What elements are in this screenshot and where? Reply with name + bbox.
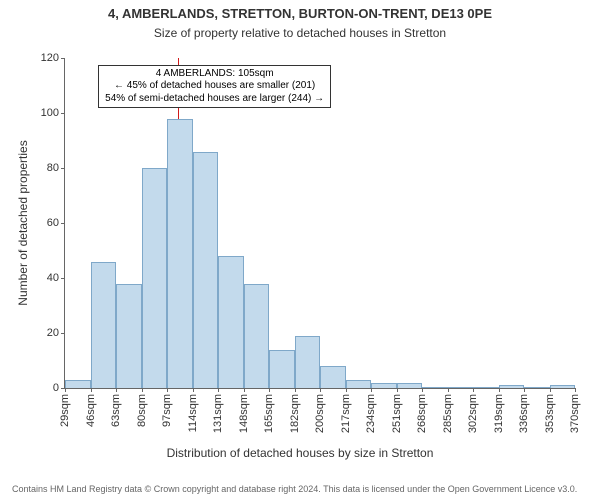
plot-area: 4 AMBERLANDS: 105sqm ← 45% of detached h…: [64, 58, 575, 389]
x-tick-label: 46sqm: [85, 388, 97, 427]
x-axis-label: Distribution of detached houses by size …: [0, 446, 600, 460]
x-tick-label: 80sqm: [136, 388, 148, 427]
histogram-bar: [371, 383, 397, 389]
histogram-bar: [193, 152, 219, 389]
x-tick-label: 200sqm: [314, 388, 326, 433]
x-tick-label: 165sqm: [263, 388, 275, 433]
chart-title-line1: 4, AMBERLANDS, STRETTON, BURTON-ON-TRENT…: [0, 6, 600, 21]
info-box-line: 54% of semi-detached houses are larger (…: [105, 93, 324, 106]
histogram-bar: [473, 387, 499, 388]
x-tick-label: 370sqm: [569, 388, 581, 433]
x-tick-label: 285sqm: [442, 388, 454, 433]
histogram-bar: [142, 168, 168, 388]
y-tick-mark: [61, 113, 65, 114]
chart-title-line2: Size of property relative to detached ho…: [0, 26, 600, 40]
histogram-bar: [167, 119, 193, 389]
histogram-bar: [244, 284, 270, 389]
y-tick-mark: [61, 168, 65, 169]
x-tick-label: 268sqm: [416, 388, 428, 433]
x-tick-label: 114sqm: [187, 388, 199, 432]
x-tick-label: 131sqm: [212, 388, 224, 433]
x-tick-label: 336sqm: [518, 388, 530, 433]
x-tick-label: 319sqm: [493, 388, 505, 433]
histogram-bar: [116, 284, 142, 389]
y-axis-label: Number of detached properties: [16, 58, 30, 388]
histogram-bar: [65, 380, 91, 388]
histogram-bar: [524, 387, 550, 388]
y-tick-mark: [61, 223, 65, 224]
histogram-bar: [499, 385, 525, 388]
info-box-line: ← 45% of detached houses are smaller (20…: [105, 80, 324, 93]
x-tick-label: 217sqm: [340, 388, 352, 433]
histogram-bar: [295, 336, 321, 388]
x-tick-label: 63sqm: [110, 388, 122, 427]
y-tick-mark: [61, 333, 65, 334]
histogram-bar: [550, 385, 576, 388]
histogram-bar: [91, 262, 117, 389]
x-tick-label: 148sqm: [238, 388, 250, 433]
x-tick-label: 182sqm: [289, 388, 301, 433]
histogram-bar: [448, 387, 474, 388]
histogram-bar: [397, 383, 423, 389]
info-box: 4 AMBERLANDS: 105sqm ← 45% of detached h…: [98, 65, 331, 109]
x-tick-label: 29sqm: [59, 388, 71, 427]
footer-text: Contains HM Land Registry data © Crown c…: [12, 484, 588, 494]
histogram-bar: [320, 366, 346, 388]
chart-container: 4, AMBERLANDS, STRETTON, BURTON-ON-TRENT…: [0, 0, 600, 500]
histogram-bar: [269, 350, 295, 389]
x-tick-label: 353sqm: [544, 388, 556, 433]
x-tick-label: 251sqm: [391, 388, 403, 433]
histogram-bar: [346, 380, 372, 388]
x-tick-label: 234sqm: [365, 388, 377, 433]
x-tick-label: 302sqm: [467, 388, 479, 433]
info-box-line: 4 AMBERLANDS: 105sqm: [105, 68, 324, 81]
y-tick-mark: [61, 278, 65, 279]
histogram-bar: [218, 256, 244, 388]
y-tick-mark: [61, 58, 65, 59]
x-tick-label: 97sqm: [161, 388, 173, 427]
histogram-bar: [422, 387, 448, 388]
